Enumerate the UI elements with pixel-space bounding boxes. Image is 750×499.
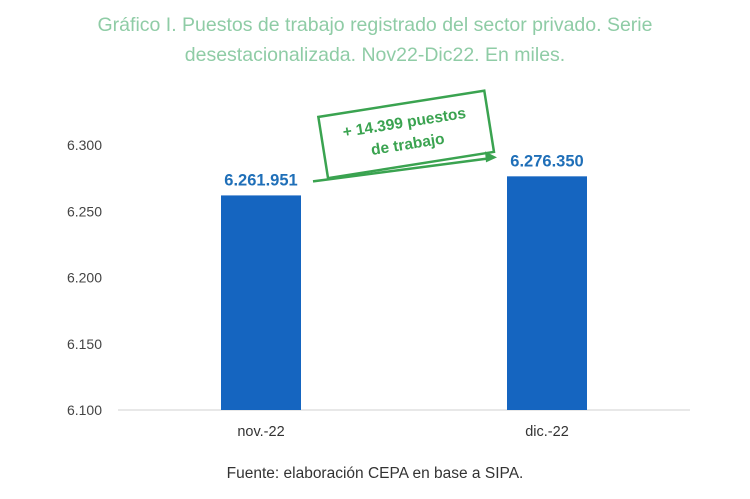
y-tick-label: 6.250	[67, 203, 102, 219]
data-label: 6.276.350	[510, 152, 583, 170]
annotation-arrow	[312, 157, 490, 183]
bar	[221, 195, 301, 410]
category-label: dic.-22	[525, 424, 569, 440]
chart-title-line-1: Gráfico I. Puestos de trabajo registrado…	[97, 14, 653, 36]
y-tick-label: 6.300	[67, 137, 102, 153]
annotation-box	[316, 89, 496, 180]
bar	[507, 176, 587, 410]
y-tick-label: 6.200	[67, 270, 102, 286]
category-label: nov.-22	[237, 424, 284, 440]
chart-title-line-2: desestacionalizada. Nov22-Dic22. En mile…	[184, 44, 566, 66]
data-label: 6.261.951	[224, 171, 297, 189]
annotation-arrowhead	[485, 151, 497, 163]
source-note: Fuente: elaboración CEPA en base a SIPA.	[226, 465, 524, 482]
y-tick-label: 6.100	[67, 402, 102, 418]
y-tick-label: 6.150	[67, 336, 102, 352]
chart-title: Gráfico I. Puestos de trabajo registrado…	[0, 10, 750, 70]
